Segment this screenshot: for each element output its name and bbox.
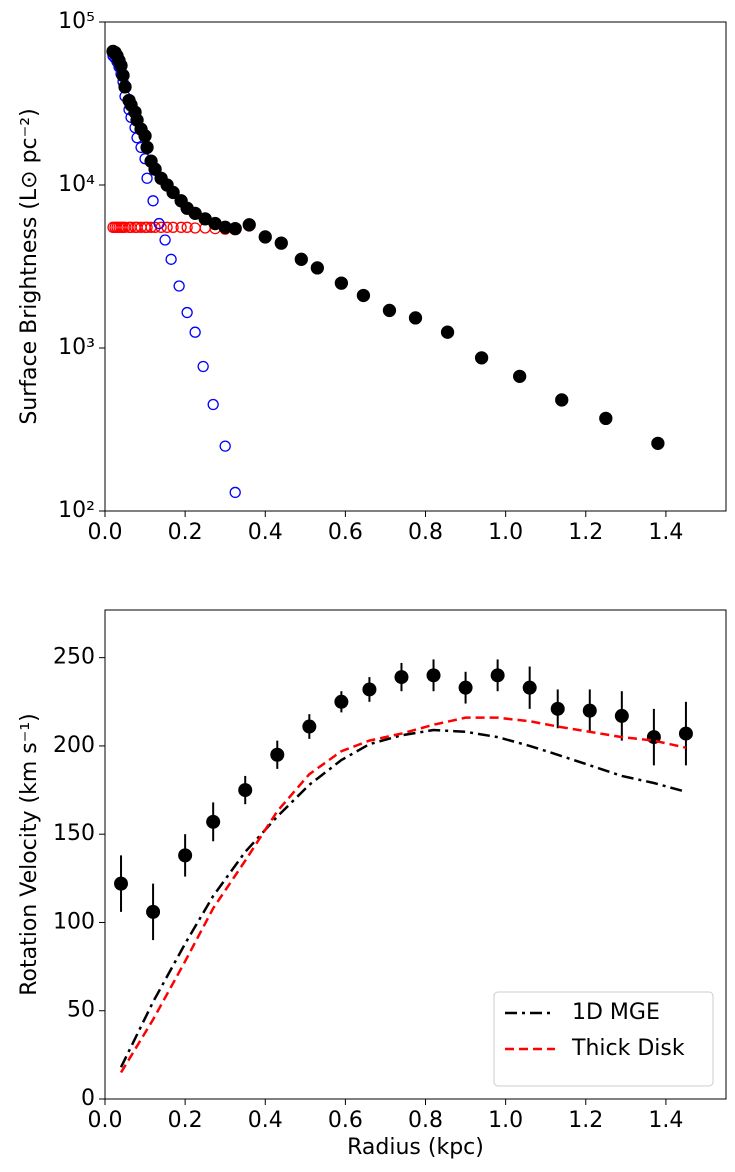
legend-box bbox=[493, 991, 714, 1087]
point bbox=[178, 848, 193, 863]
x-tick-label: 0.8 bbox=[408, 1108, 443, 1133]
point bbox=[408, 311, 423, 325]
point bbox=[555, 393, 569, 407]
x-tick-label: 0.6 bbox=[328, 520, 363, 545]
x-tick-label: 0.6 bbox=[328, 1108, 363, 1133]
point bbox=[394, 670, 409, 685]
point bbox=[114, 876, 129, 891]
legend-label: 1D MGE bbox=[572, 1000, 660, 1025]
plot-frame bbox=[104, 21, 727, 512]
point bbox=[599, 411, 613, 426]
point bbox=[550, 701, 565, 716]
point bbox=[458, 680, 473, 695]
point bbox=[356, 288, 371, 303]
point bbox=[181, 221, 193, 233]
point bbox=[274, 236, 288, 250]
point bbox=[258, 230, 272, 244]
point bbox=[148, 162, 162, 176]
x-tick-label: 0.2 bbox=[168, 1108, 203, 1133]
x-tick-label: 0.4 bbox=[248, 520, 283, 545]
point bbox=[334, 694, 349, 709]
point bbox=[614, 708, 629, 723]
point bbox=[294, 252, 308, 266]
line bbox=[119, 728, 687, 1068]
point bbox=[206, 814, 221, 829]
x-tick-label: 0.4 bbox=[248, 1108, 283, 1133]
point bbox=[474, 351, 489, 365]
legend-label: Thick Disk bbox=[571, 1036, 685, 1061]
point bbox=[181, 306, 193, 319]
point bbox=[138, 129, 152, 143]
point bbox=[141, 221, 153, 233]
point bbox=[582, 703, 597, 718]
y-tick-label: 10² bbox=[58, 498, 95, 523]
point bbox=[219, 440, 231, 452]
point bbox=[159, 234, 171, 246]
x-tick-label: 0.0 bbox=[88, 520, 123, 545]
y-axis-label: Rotation Velocity (km s⁻¹) bbox=[17, 713, 42, 996]
x-tick-label: 0.2 bbox=[168, 520, 203, 545]
point bbox=[270, 747, 285, 762]
x-axis-label: Radius (kpc) bbox=[347, 1135, 484, 1160]
y-tick-label: 50 bbox=[67, 998, 95, 1023]
point bbox=[189, 326, 201, 338]
x-tick-label: 1.0 bbox=[488, 520, 523, 545]
point bbox=[188, 206, 202, 220]
x-tick-label: 1.4 bbox=[648, 520, 683, 545]
point bbox=[116, 68, 130, 83]
point bbox=[310, 261, 324, 275]
point bbox=[118, 80, 132, 94]
point bbox=[522, 680, 537, 695]
point bbox=[440, 325, 455, 339]
point bbox=[175, 221, 187, 233]
y-tick-label: 0 bbox=[81, 1086, 95, 1111]
y-tick-label: 200 bbox=[53, 733, 95, 758]
point bbox=[229, 486, 241, 499]
y-axis-label: Surface Brightness (L⊙ pc⁻²) bbox=[17, 108, 42, 424]
point bbox=[678, 726, 693, 741]
point bbox=[242, 218, 256, 232]
x-tick-label: 0.8 bbox=[408, 520, 443, 545]
y-tick-label: 250 bbox=[53, 645, 95, 670]
x-tick-label: 1.4 bbox=[648, 1108, 683, 1133]
point bbox=[146, 904, 161, 919]
point bbox=[362, 682, 377, 697]
x-tick-label: 1.0 bbox=[488, 1108, 523, 1133]
point bbox=[238, 783, 253, 798]
point bbox=[197, 360, 209, 373]
y-tick-label: 100 bbox=[53, 909, 95, 934]
x-tick-label: 1.2 bbox=[568, 1108, 603, 1133]
point bbox=[513, 369, 527, 383]
point bbox=[165, 253, 177, 265]
point bbox=[426, 668, 441, 683]
point bbox=[153, 217, 165, 230]
point bbox=[140, 140, 154, 155]
point bbox=[228, 221, 242, 236]
point bbox=[334, 276, 349, 290]
point bbox=[173, 280, 185, 292]
point bbox=[651, 436, 665, 451]
point bbox=[147, 195, 159, 207]
point bbox=[167, 221, 179, 233]
y-tick-label: 150 bbox=[53, 821, 95, 846]
point bbox=[141, 172, 153, 184]
point bbox=[166, 185, 180, 200]
y-tick-label: 10⁵ bbox=[58, 9, 95, 34]
point bbox=[490, 668, 505, 683]
point bbox=[302, 719, 317, 734]
plot-frame bbox=[104, 609, 727, 1100]
x-tick-label: 0.0 bbox=[88, 1108, 123, 1133]
x-tick-label: 1.2 bbox=[568, 520, 603, 545]
y-tick-label: 10⁴ bbox=[58, 172, 95, 197]
line bbox=[119, 716, 687, 1074]
y-tick-label: 10³ bbox=[58, 335, 95, 360]
point bbox=[382, 303, 397, 318]
point bbox=[149, 221, 161, 233]
point bbox=[207, 398, 219, 411]
